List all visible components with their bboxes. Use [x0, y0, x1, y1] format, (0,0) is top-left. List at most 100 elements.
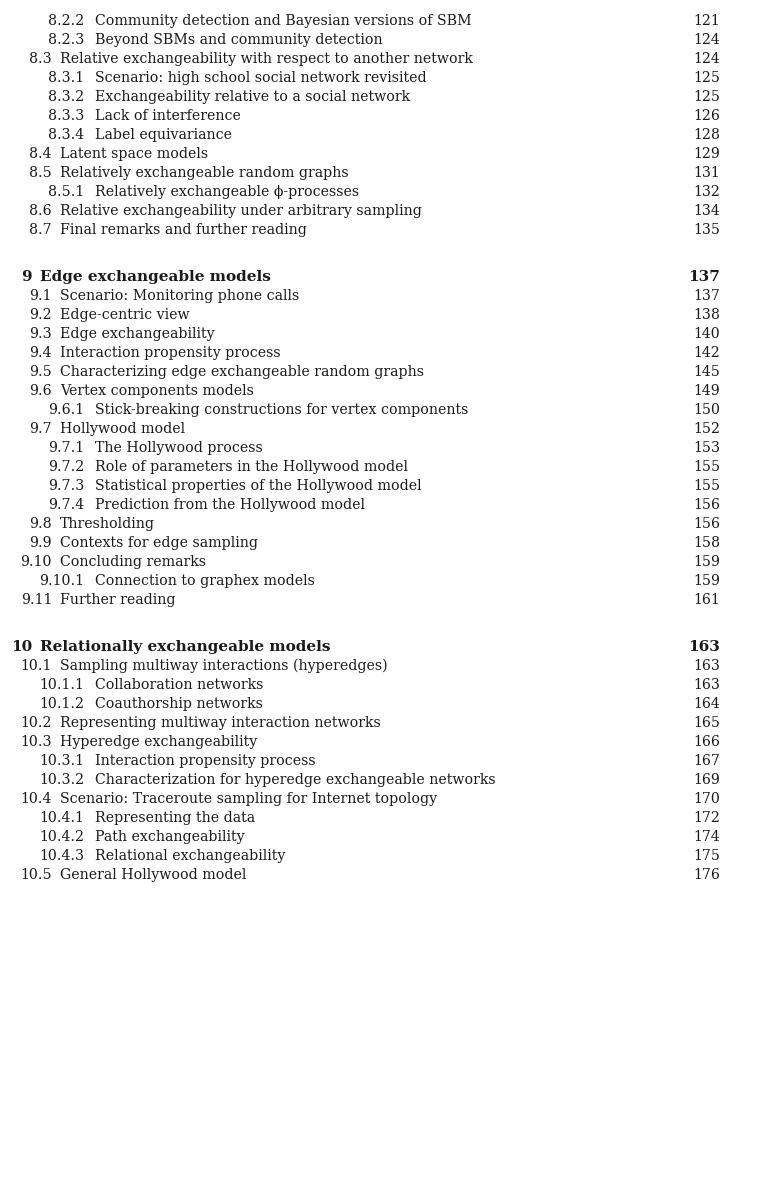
- Text: Community detection and Bayesian versions of SBM: Community detection and Bayesian version…: [95, 14, 471, 28]
- Text: 8.3.1: 8.3.1: [48, 71, 84, 85]
- Text: Relative exchangeability with respect to another network: Relative exchangeability with respect to…: [60, 52, 473, 66]
- Text: Path exchangeability: Path exchangeability: [95, 830, 244, 844]
- Text: Final remarks and further reading: Final remarks and further reading: [60, 223, 307, 236]
- Text: 9.8: 9.8: [29, 517, 52, 530]
- Text: Beyond SBMs and community detection: Beyond SBMs and community detection: [95, 32, 383, 47]
- Text: 175: 175: [693, 850, 720, 863]
- Text: Representing the data: Representing the data: [95, 811, 255, 826]
- Text: 9.7.3: 9.7.3: [47, 479, 84, 493]
- Text: 135: 135: [693, 223, 720, 236]
- Text: 169: 169: [693, 773, 720, 787]
- Text: 10.3: 10.3: [21, 734, 52, 749]
- Text: Connection to graphex models: Connection to graphex models: [95, 574, 315, 588]
- Text: 163: 163: [693, 678, 720, 692]
- Text: 163: 163: [688, 640, 720, 654]
- Text: Collaboration networks: Collaboration networks: [95, 678, 264, 692]
- Text: 159: 159: [693, 574, 720, 588]
- Text: Edge exchangeability: Edge exchangeability: [60, 326, 215, 341]
- Text: 134: 134: [693, 204, 720, 218]
- Text: Edge-centric view: Edge-centric view: [60, 308, 189, 322]
- Text: 8.7: 8.7: [29, 223, 52, 236]
- Text: 9.11: 9.11: [21, 593, 52, 607]
- Text: 137: 137: [693, 289, 720, 302]
- Text: 124: 124: [693, 52, 720, 66]
- Text: Role of parameters in the Hollywood model: Role of parameters in the Hollywood mode…: [95, 460, 408, 474]
- Text: 10.3.1: 10.3.1: [39, 754, 84, 768]
- Text: 8.3.4: 8.3.4: [48, 128, 84, 142]
- Text: 152: 152: [693, 422, 720, 436]
- Text: 9.3: 9.3: [29, 326, 52, 341]
- Text: 125: 125: [693, 90, 720, 104]
- Text: Exchangeability relative to a social network: Exchangeability relative to a social net…: [95, 90, 410, 104]
- Text: 167: 167: [693, 754, 720, 768]
- Text: Relative exchangeability under arbitrary sampling: Relative exchangeability under arbitrary…: [60, 204, 422, 218]
- Text: Edge exchangeable models: Edge exchangeable models: [40, 270, 271, 284]
- Text: Scenario: high school social network revisited: Scenario: high school social network rev…: [95, 71, 426, 85]
- Text: 142: 142: [693, 346, 720, 360]
- Text: 153: 153: [693, 440, 720, 455]
- Text: 164: 164: [693, 697, 720, 710]
- Text: 9.6: 9.6: [29, 384, 52, 398]
- Text: 163: 163: [693, 659, 720, 673]
- Text: 10.5: 10.5: [21, 868, 52, 882]
- Text: Relatively exchangeable random graphs: Relatively exchangeable random graphs: [60, 166, 348, 180]
- Text: Label equivariance: Label equivariance: [95, 128, 232, 142]
- Text: Stick-breaking constructions for vertex components: Stick-breaking constructions for vertex …: [95, 403, 468, 416]
- Text: Characterization for hyperedge exchangeable networks: Characterization for hyperedge exchangea…: [95, 773, 496, 787]
- Text: Sampling multiway interactions (hyperedges): Sampling multiway interactions (hyperedg…: [60, 659, 387, 673]
- Text: 121: 121: [693, 14, 720, 28]
- Text: Hyperedge exchangeability: Hyperedge exchangeability: [60, 734, 257, 749]
- Text: Concluding remarks: Concluding remarks: [60, 554, 206, 569]
- Text: Relatively exchangeable ϕ-processes: Relatively exchangeable ϕ-processes: [95, 185, 359, 199]
- Text: 124: 124: [693, 32, 720, 47]
- Text: 8.2.2: 8.2.2: [47, 14, 84, 28]
- Text: 159: 159: [693, 554, 720, 569]
- Text: Thresholding: Thresholding: [60, 517, 155, 530]
- Text: 8.3.2: 8.3.2: [47, 90, 84, 104]
- Text: 165: 165: [693, 716, 720, 730]
- Text: 161: 161: [693, 593, 720, 607]
- Text: 8.3: 8.3: [29, 52, 52, 66]
- Text: 170: 170: [693, 792, 720, 806]
- Text: 9.2: 9.2: [29, 308, 52, 322]
- Text: 10.4: 10.4: [21, 792, 52, 806]
- Text: 172: 172: [693, 811, 720, 826]
- Text: Coauthorship networks: Coauthorship networks: [95, 697, 263, 710]
- Text: 128: 128: [693, 128, 720, 142]
- Text: 156: 156: [693, 517, 720, 530]
- Text: 8.3.3: 8.3.3: [47, 109, 84, 122]
- Text: Latent space models: Latent space models: [60, 146, 208, 161]
- Text: Scenario: Monitoring phone calls: Scenario: Monitoring phone calls: [60, 289, 299, 302]
- Text: 138: 138: [693, 308, 720, 322]
- Text: 132: 132: [693, 185, 720, 199]
- Text: 145: 145: [693, 365, 720, 379]
- Text: 9.10.1: 9.10.1: [39, 574, 84, 588]
- Text: 10: 10: [11, 640, 32, 654]
- Text: 131: 131: [693, 166, 720, 180]
- Text: 9.7.1: 9.7.1: [48, 440, 84, 455]
- Text: Further reading: Further reading: [60, 593, 176, 607]
- Text: 155: 155: [693, 460, 720, 474]
- Text: Hollywood model: Hollywood model: [60, 422, 185, 436]
- Text: 176: 176: [693, 868, 720, 882]
- Text: 9.9: 9.9: [29, 536, 52, 550]
- Text: 149: 149: [693, 384, 720, 398]
- Text: 10.4.2: 10.4.2: [39, 830, 84, 844]
- Text: 9.4: 9.4: [30, 346, 52, 360]
- Text: General Hollywood model: General Hollywood model: [60, 868, 246, 882]
- Text: 156: 156: [693, 498, 720, 512]
- Text: 158: 158: [693, 536, 720, 550]
- Text: 10.2: 10.2: [21, 716, 52, 730]
- Text: 10.1.1: 10.1.1: [39, 678, 84, 692]
- Text: 10.1: 10.1: [21, 659, 52, 673]
- Text: Relationally exchangeable models: Relationally exchangeable models: [40, 640, 331, 654]
- Text: 150: 150: [693, 403, 720, 416]
- Text: 10.4.3: 10.4.3: [39, 850, 84, 863]
- Text: 129: 129: [693, 146, 720, 161]
- Text: 9.7.4: 9.7.4: [48, 498, 84, 512]
- Text: Characterizing edge exchangeable random graphs: Characterizing edge exchangeable random …: [60, 365, 424, 379]
- Text: 10.4.1: 10.4.1: [39, 811, 84, 826]
- Text: 9.7: 9.7: [29, 422, 52, 436]
- Text: 9.1: 9.1: [30, 289, 52, 302]
- Text: 10.3.2: 10.3.2: [39, 773, 84, 787]
